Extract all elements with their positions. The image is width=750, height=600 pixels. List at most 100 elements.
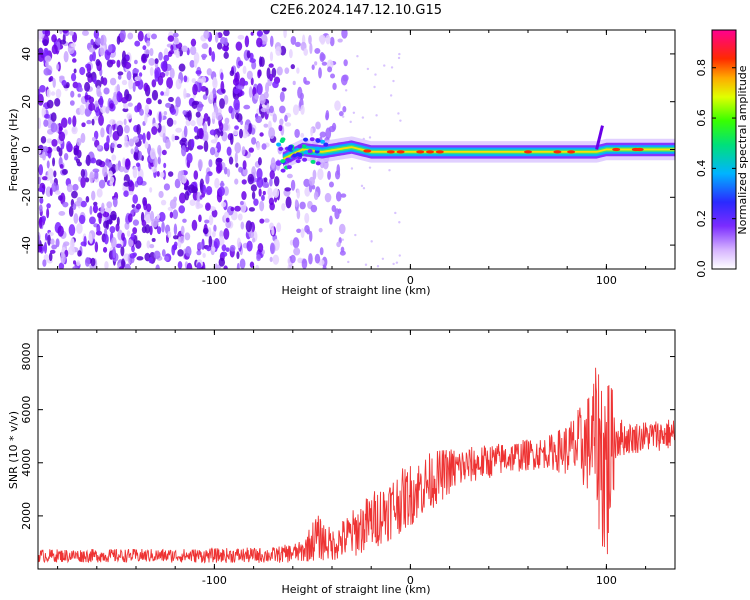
heatmap-cell [193,58,198,69]
heatmap-cell [76,260,81,267]
heatmap-cell [158,51,163,61]
heatmap-cell [112,246,116,259]
heatmap-cell [161,249,166,257]
heatmap-cell [143,82,149,92]
heatmap-cell [38,117,42,130]
heatmap-cell [151,33,158,40]
heatmap-cell [208,46,212,57]
heatmap-cell [281,87,287,92]
heatmap-cell [319,131,327,138]
heatmap-cell [306,228,311,235]
heatmap-cell [173,120,177,125]
heatmap-cell [142,45,147,51]
heatmap-cell [104,260,109,269]
heatmap-cell [76,137,82,147]
heatmap-cell [398,254,401,257]
heatmap-cell [313,191,319,201]
heatmap-cell [289,254,296,264]
heatmap-cell [322,265,327,269]
heatmap-cell [271,67,277,78]
heatmap-cell [220,80,225,93]
heatmap-cell [209,129,216,136]
heatmap-cell [123,181,130,187]
heatmap-cell [220,251,228,257]
heatmap-cell [175,96,181,108]
heatmap-cell [59,30,63,35]
heatmap-cell [42,39,49,47]
heatmap-cell [93,130,99,140]
heatmap-cell [109,181,113,187]
heatmap-cell [171,133,176,142]
heatmap-cell [267,187,273,197]
heatmap-cell [392,262,395,266]
colorbar-tick-label: 0.0 [695,260,708,278]
heatmap-cell [182,218,187,223]
heatmap-cell [102,211,110,218]
heatmap-cell [303,76,307,84]
heatmap-cell [156,214,160,220]
heatmap-cell [251,60,257,70]
heatmap-cell [125,54,130,61]
heatmap-cell [55,238,60,248]
heatmap-cell [202,227,209,235]
heatmap-cell [174,178,181,189]
heatmap-cell [181,137,187,143]
heatmap-cell [44,113,51,119]
heatmap-cell [246,240,253,252]
colorbar-tick-label: 0.6 [695,109,708,127]
heatmap-cell [269,51,274,62]
heatmap-cell [285,157,291,162]
heatmap-cell [178,205,186,214]
heatmap-cell [263,30,270,35]
heatmap-cell [257,69,261,79]
heatmap-cell [203,130,209,143]
heatmap-cell [234,142,242,154]
heatmap-cell [148,57,155,66]
heatmap-cell [276,66,283,76]
heatmap-cell [80,132,86,144]
heatmap-cell [223,30,230,37]
heatmap-cell [256,141,261,151]
heatmap-cell [272,81,279,89]
heatmap-cell [173,241,178,248]
heatmap-cell [76,222,83,234]
heatmap-cell [54,97,61,107]
heatmap-cell [121,97,129,104]
heatmap-cell [297,144,303,149]
heatmap-cell [214,31,219,43]
heatmap-cell [203,30,210,39]
heatmap-cell [163,183,171,191]
heatmap-cell [156,226,162,235]
heatmap-cell [91,190,96,201]
heatmap-cell [183,125,188,138]
heatmap-cell [72,203,77,211]
heatmap-cell [356,55,359,58]
heatmap-cell [145,97,152,105]
heatmap-cell [157,156,161,165]
heatmap-cell [390,66,394,69]
heatmap-cell [187,110,192,122]
heatmap-cell [315,161,321,166]
heatmap-cell [215,112,223,121]
heatmap-cell [239,200,244,206]
heatmap-cell [309,137,315,142]
heatmap-cell [389,94,393,97]
heatmap-cell [219,230,224,239]
heatmap-cell [167,231,172,239]
heatmap-cell [40,136,47,144]
heatmap-cell [136,123,141,135]
snr-panel: -100 0 100 2000 4000 6000 8000 Height of strai… [7,329,676,596]
colorbar-ticks: 0.0 0.2 0.4 0.6 0.8 [695,59,736,278]
heatmap-cell [132,166,138,179]
heatmap-cell [255,115,263,124]
heatmap-cell [78,87,83,93]
heatmap-cell [286,165,292,170]
heatmap-cell [148,256,154,264]
heatmap-cell [166,117,174,127]
heatmap-cell [375,114,378,117]
heatmap-cell [254,93,259,100]
heatmap-cell [179,235,185,244]
heatmap-cell [242,167,248,176]
heatmap-cell [261,143,267,150]
